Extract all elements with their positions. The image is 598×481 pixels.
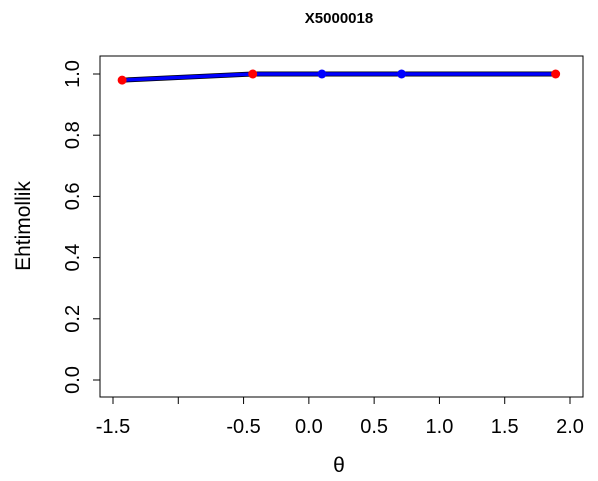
y-tick-label: 0.6 bbox=[62, 182, 84, 210]
data-point bbox=[397, 69, 407, 79]
data-point bbox=[551, 69, 561, 79]
data-point bbox=[117, 75, 127, 85]
x-tick-label: 2.0 bbox=[556, 416, 584, 438]
y-tick-label: 0.8 bbox=[62, 121, 84, 149]
x-axis-title: θ bbox=[333, 454, 345, 477]
chart-title: X5000018 bbox=[305, 10, 373, 27]
y-tick-label: 0.4 bbox=[62, 244, 84, 272]
y-tick-label: 1.0 bbox=[62, 60, 84, 88]
x-axis: -1.5 -0.5 0.0 0.5 1.0 1.5 2.0 bbox=[96, 396, 584, 438]
y-axis-title: Ehtimollik bbox=[12, 181, 35, 271]
x-tick-label: 1.0 bbox=[426, 416, 454, 438]
y-axis: 0.0 0.2 0.4 0.6 0.8 1.0 bbox=[62, 60, 101, 394]
x-tick-label: 0.5 bbox=[360, 416, 388, 438]
x-tick-label: 0.0 bbox=[295, 416, 323, 438]
x-tick-label: 1.5 bbox=[491, 416, 519, 438]
y-tick-label: 0.2 bbox=[62, 305, 84, 333]
data-point bbox=[248, 69, 258, 79]
x-tick-label: -0.5 bbox=[226, 416, 260, 438]
x-tick-label: -1.5 bbox=[96, 416, 130, 438]
data-point bbox=[317, 69, 327, 79]
series-layer bbox=[117, 69, 561, 85]
y-tick-label: 0.0 bbox=[62, 366, 84, 394]
plot-frame bbox=[99, 55, 584, 398]
